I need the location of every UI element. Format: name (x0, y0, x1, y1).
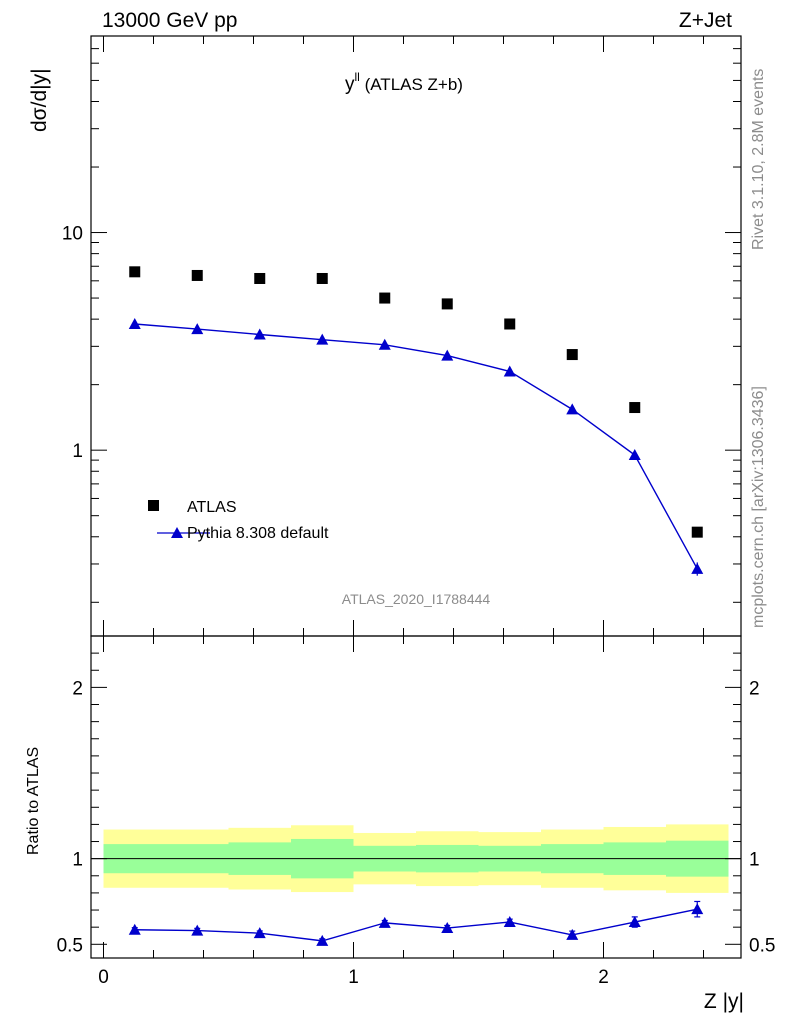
ratio-point-9 (691, 903, 704, 915)
main-frame (90, 35, 742, 637)
pythia-point-5 (441, 349, 454, 361)
rivet-version-label: Rivet 3.1.10, 2.8M events (750, 69, 767, 250)
atlas-point-0 (129, 266, 141, 278)
ratio-pythia-line (134, 908, 698, 942)
pythia-line (134, 323, 698, 570)
pythia-point-0 (128, 317, 141, 329)
ratio-ytick-label-right-1: 1 (749, 850, 760, 871)
pythia-point-1 (191, 323, 204, 335)
atlas-point-7 (566, 349, 578, 361)
atlas-point-2 (254, 272, 266, 284)
ratio-point-7 (566, 928, 579, 940)
atlas-point-4 (379, 292, 391, 304)
main-y-axis-title: dσ/d|y| (28, 68, 51, 132)
ratio-xtick-label-1: 1 (348, 967, 359, 988)
ratio-frame (90, 635, 742, 959)
x-axis-title: Z |y| (704, 990, 744, 1013)
ratio-ytick-label-left-0: 0.5 (57, 935, 83, 956)
ratio-xtick-label-2: 2 (598, 967, 609, 988)
pythia-point-2 (253, 328, 266, 340)
axes: 1 10 0 1 2 0.5 0.5 1 1 2 2 (57, 35, 775, 988)
pythia-point-3 (316, 333, 329, 345)
mcplots-source-label: mcplots.cern.ch [arXiv:1306.3436] (750, 386, 767, 628)
atlas-point-1 (191, 269, 203, 281)
pythia-point-4 (378, 338, 391, 350)
ratio-ytick-label-right-2: 2 (749, 678, 760, 699)
main-marks (128, 266, 704, 576)
ratio-ytick-label-left-1: 1 (72, 850, 83, 871)
ratio-point-6 (503, 916, 516, 928)
legend: ATLAS Pythia 8.308 default (148, 499, 329, 542)
ratio-marks (128, 900, 704, 946)
atlas-point-5 (441, 298, 453, 310)
ratio-ytick-label-left-2: 2 (72, 678, 83, 699)
legend-atlas-marker (148, 500, 159, 511)
atlas-point-3 (316, 272, 328, 284)
ratio-xtick-label-0: 0 (98, 967, 109, 988)
header-process-label: Z+Jet (679, 9, 732, 32)
ratio-point-4 (378, 916, 391, 928)
atlas-point-6 (504, 318, 516, 330)
ratio-point-1 (191, 924, 204, 936)
ratio-point-3 (316, 934, 329, 946)
ratio-point-0 (128, 923, 141, 935)
pythia-point-7 (566, 403, 579, 415)
main-title: yll (ATLAS Z+b) (345, 70, 463, 95)
legend-pythia-label: Pythia 8.308 default (187, 525, 329, 542)
analysis-watermark: ATLAS_2020_I1788444 (342, 591, 491, 607)
ratio-y-axis-title: Ratio to ATLAS (25, 747, 42, 855)
ratio-point-5 (441, 922, 454, 934)
ratio-ytick-label-right-0: 0.5 (749, 935, 775, 956)
legend-pythia-marker (171, 527, 183, 538)
pythia-point-8 (628, 449, 641, 461)
ratio-point-8 (628, 916, 641, 928)
atlas-point-9 (691, 526, 703, 538)
pythia-point-6 (503, 365, 516, 377)
main-ytick-label-0: 1 (72, 441, 83, 462)
header-energy-label: 13000 GeV pp (102, 9, 237, 32)
legend-atlas-label: ATLAS (187, 499, 237, 516)
main-ytick-label-1: 10 (62, 224, 83, 245)
ratio-point-2 (253, 927, 266, 939)
atlas-point-8 (629, 402, 641, 414)
pythia-point-9 (691, 562, 704, 574)
